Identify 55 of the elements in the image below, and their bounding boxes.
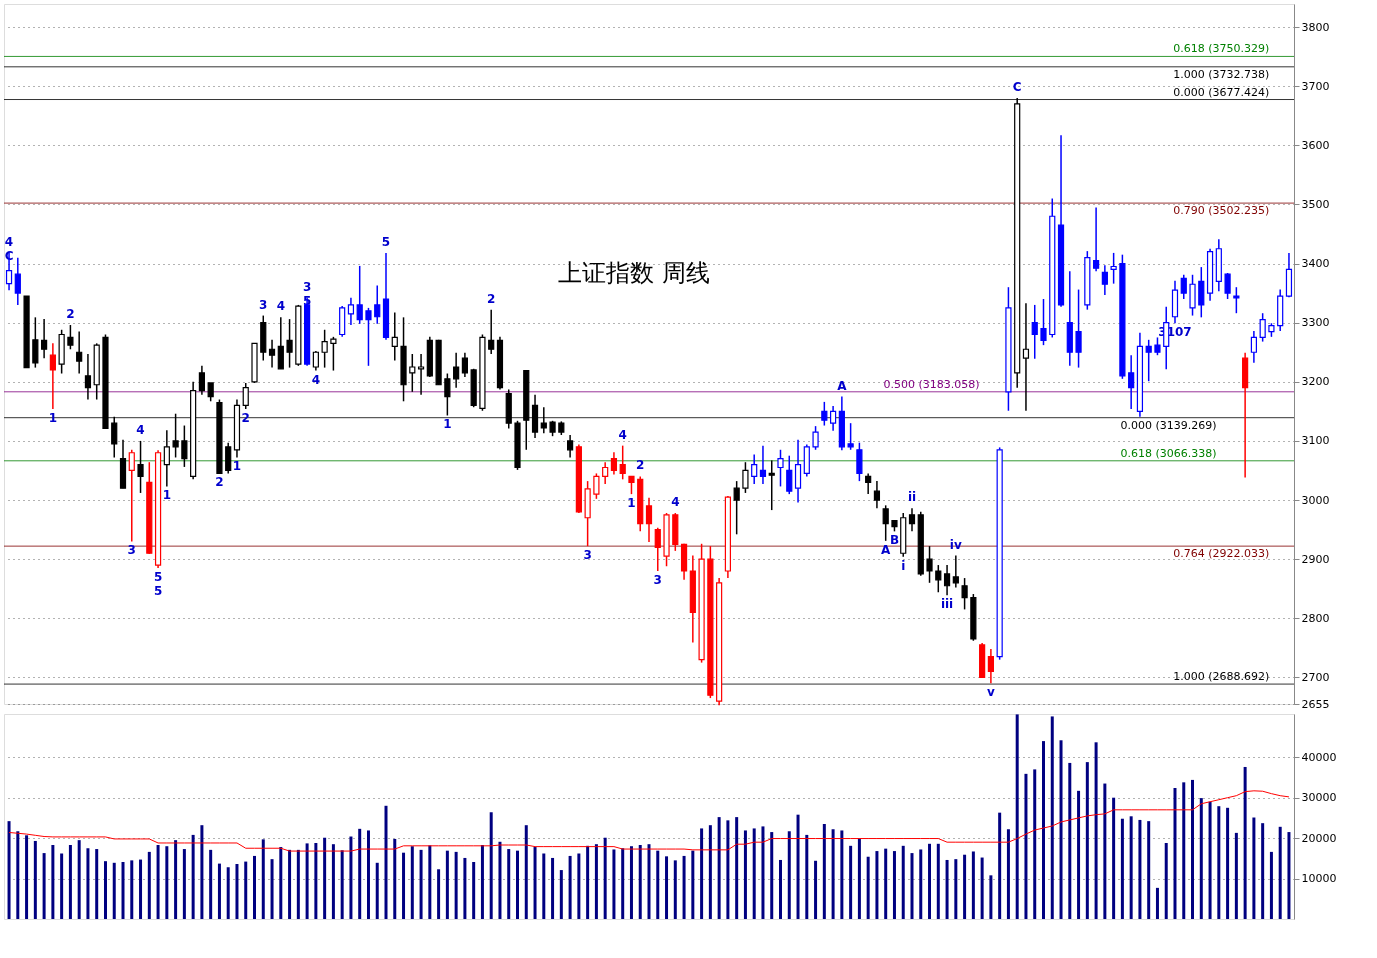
text: 2: [66, 307, 75, 322]
y-tick-label: 3400: [1301, 257, 1330, 271]
text: 4: [276, 299, 285, 314]
text: 4: [311, 372, 321, 387]
text: 3: [127, 543, 136, 558]
y-tick-label: 3800: [1301, 20, 1330, 34]
y-tick-label: 3700: [1301, 79, 1330, 93]
text: i: [901, 558, 906, 573]
y-tick-label: 2700: [1301, 670, 1330, 684]
ref-line-label: 0.000 (3677.424): [1173, 85, 1270, 99]
text: C: [1012, 80, 1022, 94]
text: 5: [381, 234, 391, 249]
y-tick-label: 3200: [1301, 375, 1330, 389]
ref-line-label: 0.790 (3502.235): [1173, 204, 1270, 218]
y-tick-label: 20000: [1301, 831, 1337, 845]
text: 4: [136, 422, 145, 437]
text: iii: [940, 597, 954, 612]
y-tick-label: 30000: [1301, 791, 1337, 805]
y-tick-label: 3300: [1301, 316, 1330, 330]
text: 1: [443, 417, 452, 432]
y-tick-label: 10000: [1301, 872, 1337, 886]
text: 3: [583, 548, 592, 563]
text: 2: [636, 458, 645, 473]
y-tick-label: 2655: [1301, 697, 1330, 711]
text: 1: [162, 488, 172, 503]
ref-line-label: 0.000 (3139.269): [1120, 418, 1217, 432]
text: B: [889, 533, 900, 548]
y-tick-label: 40000: [1301, 750, 1337, 764]
ref-line-label: 0.500 (3183.058): [883, 377, 980, 391]
text: ii: [907, 490, 917, 505]
text: 3: [653, 572, 662, 587]
y-tick-label: 2900: [1301, 552, 1330, 566]
text: A: [837, 378, 847, 393]
y-tick-label: 3500: [1301, 197, 1330, 211]
y-tick-label: 3000: [1301, 493, 1330, 507]
text: 2: [487, 291, 496, 306]
text: 4: [618, 427, 627, 442]
text: 3: [259, 297, 268, 312]
ref-line-label: 0.618 (3750.329): [1173, 42, 1270, 56]
text: 2: [215, 475, 224, 490]
text: 4: [671, 495, 680, 510]
text: A: [881, 542, 891, 557]
ref-line-label: 1.000 (3732.738): [1173, 67, 1270, 81]
text: 上证指数 周线: [558, 259, 710, 287]
text: iv: [949, 537, 962, 552]
ref-line-label: 0.764 (2922.033): [1173, 547, 1270, 561]
y-tick-label: 3100: [1301, 434, 1330, 448]
text: 5 5: [153, 570, 163, 599]
text: 1: [627, 496, 636, 511]
ref-line-label: 0.618 (3066.338): [1120, 446, 1217, 460]
ref-line-label: 1.000 (2688.692): [1173, 670, 1270, 684]
text: v: [986, 685, 995, 700]
y-tick-label: 3600: [1301, 138, 1330, 152]
y-tick-label: 2800: [1301, 611, 1330, 625]
text: 1: [232, 459, 242, 474]
